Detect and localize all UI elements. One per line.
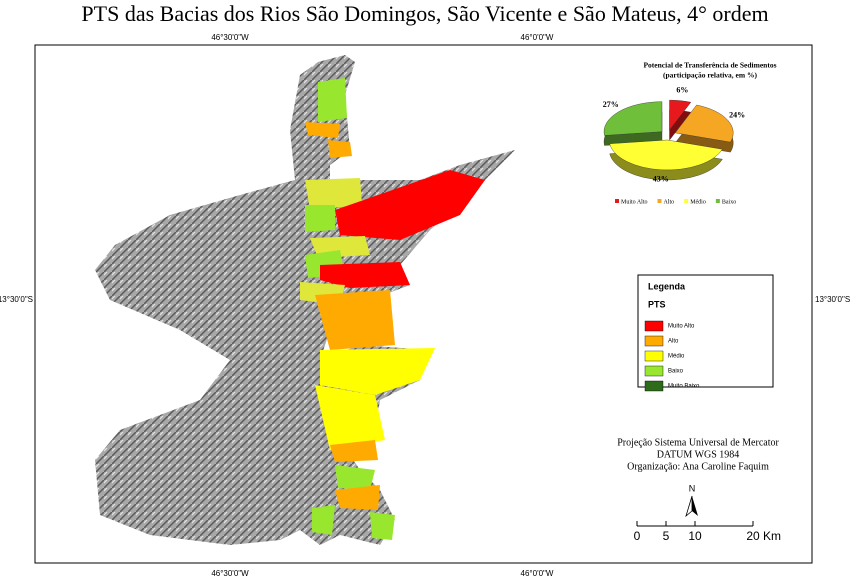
legend-label: Muito Baixo [668,384,700,390]
zone [320,262,410,288]
pie-slice [609,139,723,171]
pie-legend-label: Alto [664,199,675,205]
pie-value-label: 27% [603,100,619,109]
graticule-label: 46°30'0"W [211,33,249,42]
map-title: PTS das Bacias dos Rios São Domingos, Sã… [81,1,768,26]
pie-legend-swatch [657,199,662,203]
zone [330,440,378,462]
legend-swatch [644,365,664,377]
zone [305,178,362,210]
scale-bar: 0 5 10 20 Km [634,521,781,543]
pie-value-label: 43% [653,175,669,184]
scale-unit: Km [763,529,781,543]
zone [318,78,347,122]
zone [312,505,335,535]
legend-label: Baixo [668,369,684,375]
pie-legend-swatch [715,199,720,203]
pie-legend-swatch [615,199,619,203]
pie-value-label: 24% [729,111,745,120]
zone [370,512,395,540]
pie-chart: 6% 24% 43% 27% Muito Alto Alto Médio Baixo [603,86,745,206]
legend-swatch [644,380,664,392]
pie-slice [674,104,734,143]
legend-subtitle: PTS [648,299,666,309]
pie-legend-label: Muito Alto [621,199,648,205]
legend-swatch [644,320,664,332]
zone [320,348,435,395]
zone [335,485,380,510]
credit: Projeção Sistema Universal de Mercator [617,437,779,448]
pie-legend-swatch [684,199,689,203]
zone [305,122,340,138]
graticule-label: 46°0'0"W [521,569,554,578]
graticule-label: 46°30'0"W [211,569,249,578]
pie-value-label: 6% [676,86,688,95]
legend-label: Alto [668,339,679,345]
zone [315,290,395,350]
pie-subtitle: (participação relativa, em %) [663,71,758,80]
pie-slice [603,101,663,136]
graticule-label: 13°30'0"S [815,295,850,304]
zone [335,465,375,490]
scale-label: 20 [746,529,760,543]
pie-title: Potencial de Transferência de Sedimentos [643,61,776,70]
north-arrow [692,496,698,516]
north-label: N [689,483,696,493]
zone [328,140,352,158]
pie-legend-label: Baixo [722,199,736,205]
legend-label: Muito Alto [668,324,695,330]
scale-label: 10 [688,529,702,543]
legend-swatch [644,350,664,362]
map-area [95,55,515,545]
legend: Muito Alto Alto Médio Baixo Muito Baixo [644,320,700,392]
scale-label: 0 [634,529,641,543]
credit: Organização: Ana Caroline Faquim [627,461,769,472]
pie-slice [669,99,692,131]
legend-title: Legenda [648,281,686,291]
credit: DATUM WGS 1984 [657,449,740,460]
scale-label: 5 [663,529,670,543]
graticule-label: 46°0'0"W [521,33,554,42]
graticule-label: 13°30'0"S [0,295,33,304]
zone [315,385,385,450]
legend-label: Médio [668,354,685,360]
zone [335,170,485,240]
zone [305,205,335,232]
legend-swatch [644,335,664,347]
pie-legend-label: Médio [690,199,706,205]
